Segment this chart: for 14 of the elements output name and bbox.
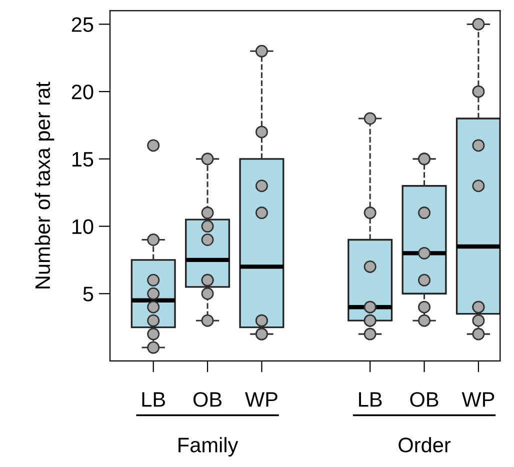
x-tick-label: LB	[142, 392, 165, 407]
y-axis-title: Number of taxa per rat	[34, 82, 54, 288]
y-tick-label: 25	[72, 17, 94, 32]
x-tick-label: WP	[462, 392, 494, 407]
y-tick-label: 20	[72, 84, 94, 100]
y-tick-label: 5	[83, 286, 94, 302]
y-tick-label: 10	[72, 219, 94, 234]
x-tick-label: WP	[245, 392, 278, 407]
y-tick-label: 15	[72, 152, 94, 167]
text: Family	[178, 437, 238, 457]
x-tick-label: OB	[410, 392, 438, 407]
x-tick-label: OB	[193, 392, 222, 407]
x-tick-label: LB	[359, 392, 382, 407]
text: Order	[398, 437, 451, 452]
